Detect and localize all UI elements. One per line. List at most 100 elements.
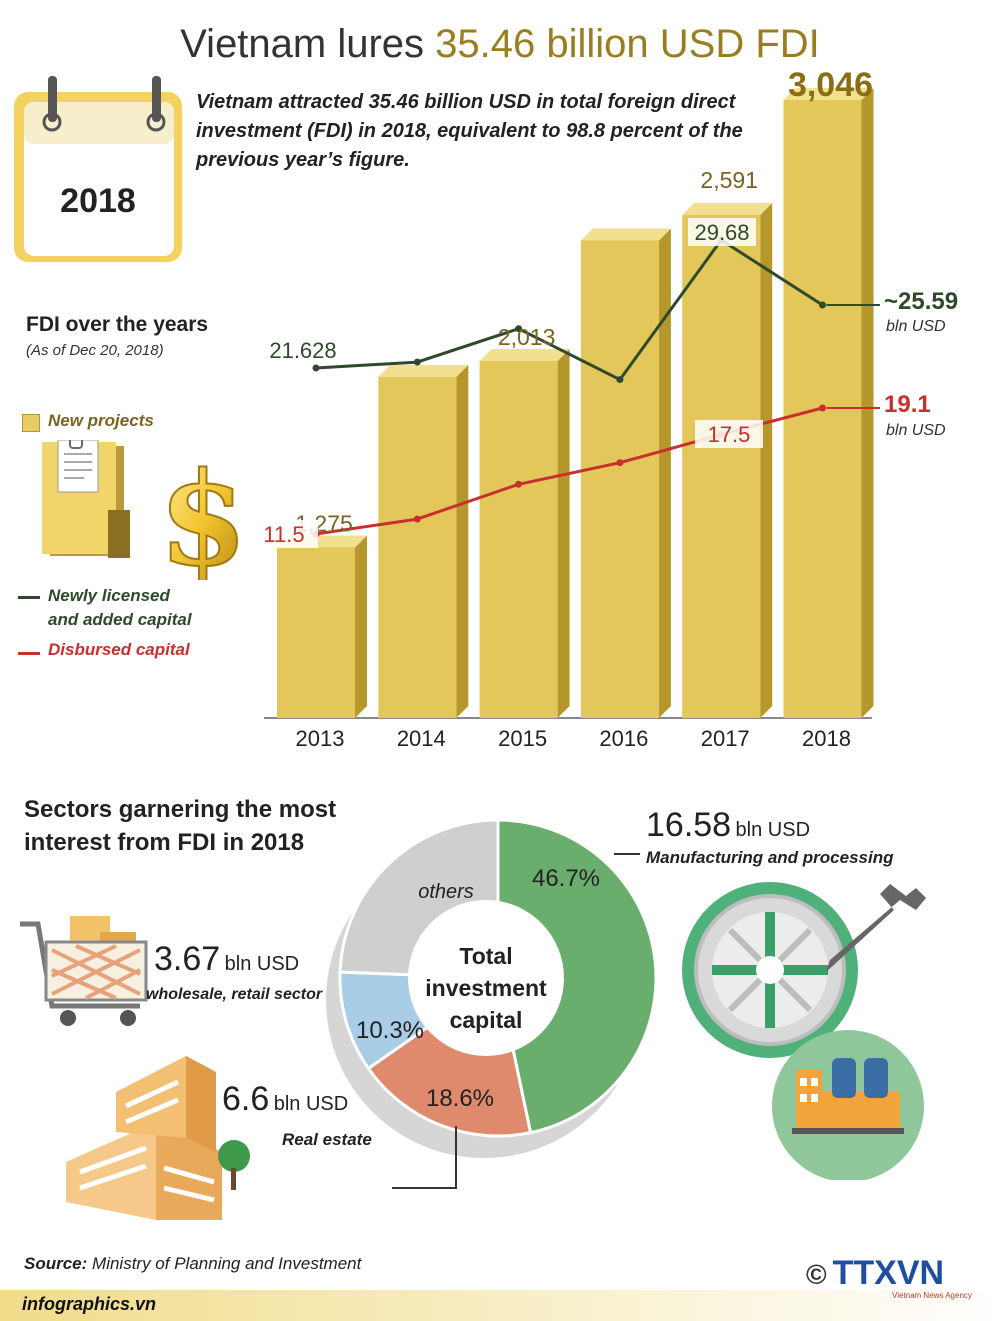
legend-disbursed: Disbursed capital (48, 640, 190, 659)
newly-licensed-label-2017: 29.68 (694, 220, 749, 245)
sectors-title-line2: interest from FDI in 2018 (24, 829, 305, 856)
bar-side-2015 (557, 348, 570, 718)
pie-label-others: others (418, 881, 474, 903)
red-end-label: 19.1 (884, 391, 931, 418)
disbursed-point-2018 (819, 404, 826, 412)
x-tick-2016: 2016 (599, 726, 648, 751)
intro-text: Vietnam attracted 35.46 billion USD in t… (196, 91, 743, 171)
wholesale-amount-value: 3.67 (154, 940, 221, 978)
bar-2016 (580, 240, 659, 718)
disbursed-point-2015 (515, 480, 523, 488)
footer-bar (0, 1290, 1000, 1321)
red-end-unit: bln USD (886, 422, 946, 439)
bar-top-2017 (682, 202, 773, 215)
x-tick-2014: 2014 (397, 726, 446, 751)
bar-top-2018 (783, 88, 874, 100)
legend-newly-licensed-line1: Newly licensed (48, 586, 170, 605)
real-estate-label: Real estate (282, 1130, 372, 1149)
disbursed-point-2016 (616, 459, 624, 467)
shopping-cart-icon (20, 916, 148, 1026)
bar-label-2017: 2,591 (700, 167, 758, 193)
bar-side-2014 (456, 364, 469, 718)
pie-slice-manufacturing-and-processing (496, 818, 658, 1135)
donut-center-line3: capital (450, 1007, 523, 1033)
disbursed-point-2014 (413, 515, 421, 523)
bar-top-2014 (378, 364, 469, 377)
disbursed-label-2013: 11.5 (263, 522, 304, 547)
donut-center-line1: Total (459, 943, 512, 969)
legend-swatch-new-projects (22, 414, 40, 432)
wholesale-amount-unit: bln USD (224, 953, 300, 975)
bar-2015 (479, 360, 558, 718)
bar-2017 (682, 214, 761, 719)
bar-top-2016 (580, 228, 671, 241)
x-tick-2013: 2013 (296, 726, 345, 751)
legend-swatch-newly-licensed (18, 596, 40, 599)
donut-hole (408, 900, 564, 1056)
newly-licensed-point-2016 (616, 376, 624, 384)
newly-licensed-point-2013 (312, 364, 320, 372)
x-tick-2015: 2015 (498, 726, 547, 751)
manufacturing-amount-value: 16.58 (646, 806, 732, 844)
sectors-title: Sectors garnering the most interest from… (24, 793, 336, 859)
bar-label-2015: 2,013 (498, 324, 556, 350)
legend-swatch-disbursed (18, 652, 40, 655)
newly-licensed-point-2015 (515, 325, 523, 333)
gear-factory-icon (682, 882, 926, 1180)
disbursed-label-2017: 17.5 (708, 422, 751, 447)
manufacturing-label: Manufacturing and processing (646, 848, 894, 867)
source-label: Source: (24, 1254, 88, 1273)
fdi-section-subtitle: (As of Dec 20, 2018) (26, 342, 164, 359)
x-tick-2017: 2017 (701, 726, 750, 751)
manufacturing-amount: 16.58 bln USD (646, 806, 810, 845)
pie-label-manufacturing-and-processing: 46.7% (532, 865, 600, 892)
newly-licensed-label-2013: 21.628 (269, 338, 336, 363)
newly-licensed-point-2018 (819, 301, 826, 309)
brand-subtitle: Vietnam News Agency (892, 1291, 972, 1300)
svg-text:$: $ (158, 452, 247, 580)
wholesale-label: wholesale, retail sector (146, 986, 323, 1003)
sectors-donut-chart: 46.7% 18.6% 10.3% others Total investment c… (326, 818, 658, 1158)
footer-site-link[interactable]: infographics.vn (22, 1294, 157, 1314)
bars-group (277, 88, 874, 719)
building-icon (66, 1056, 250, 1220)
calendar-year: 2018 (60, 182, 136, 220)
source-note: Source: Ministry of Planning and Investm… (24, 1254, 361, 1274)
pie-label-wholesale-retail-sector: 10.3% (356, 1017, 424, 1044)
legend-new-projects: New projects (48, 411, 154, 430)
dollar-icon: $ (157, 452, 248, 580)
page-title: Vietnam lures 35.46 billion USD FDI (0, 22, 1000, 67)
bar-side-2018 (861, 88, 874, 718)
legend-newly-licensed-line2: and added capital (48, 610, 192, 629)
newly-licensed-line (315, 237, 824, 382)
newly-licensed-point-2014 (413, 358, 421, 366)
source-text: Ministry of Planning and Investment (92, 1254, 362, 1273)
real-estate-amount-value: 6.6 (222, 1080, 270, 1118)
folder-icon (42, 440, 130, 558)
pie-label-real-estate: 18.6% (426, 1085, 494, 1112)
bar-label-2018: 3,046 (788, 66, 873, 104)
green-end-label: ~25.59 (884, 288, 959, 315)
disbursed-label-2013-bg (250, 520, 318, 548)
title-prefix: Vietnam lures (180, 22, 425, 66)
brand-name: TTXVN (832, 1254, 945, 1292)
bar-side-2016 (658, 228, 671, 718)
newly-licensed-label-2017-bg (688, 218, 756, 246)
manufacturing-amount-unit: bln USD (735, 819, 811, 841)
legend-newly-licensed: Newly licensed and added capital (48, 584, 192, 632)
bar-2014 (378, 376, 457, 718)
copyright-symbol: © (806, 1259, 827, 1290)
bar-side-2017 (760, 202, 773, 719)
disbursed-label-2017-bg (695, 420, 763, 448)
wholesale-amount: 3.67 bln USD (154, 940, 299, 979)
green-end-unit: bln USD (886, 318, 946, 335)
bar-side-2013 (355, 535, 367, 718)
real-estate-amount-unit: bln USD (273, 1093, 349, 1115)
bar-top-2015 (479, 348, 570, 361)
bar-2013 (277, 547, 355, 718)
pie-labels-group: 46.7% 18.6% 10.3% others (356, 865, 600, 1112)
title-highlight: 35.46 billion USD FDI (435, 22, 820, 66)
calendar-icon: 2018 (14, 76, 182, 262)
